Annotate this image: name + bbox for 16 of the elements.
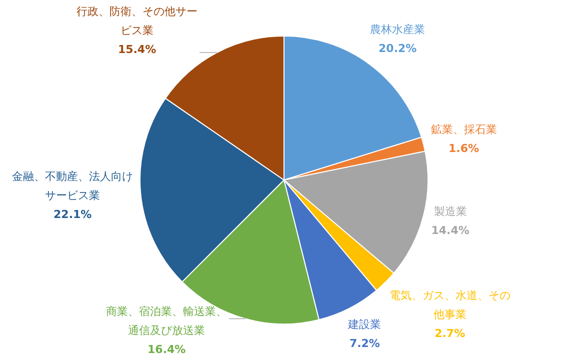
slice-label: 農林水産業 — [370, 22, 426, 38]
data-label: 15.4% — [116, 42, 158, 58]
data-label: 1.6% — [448, 141, 480, 158]
slice-label: 金融、不動産、法人向けサービス業 — [11, 168, 134, 204]
slice-label: 製造業 — [432, 204, 468, 220]
slice-label: 鉱業、採石業 — [430, 122, 497, 138]
data-label: 14.4% — [431, 222, 470, 239]
slice-label: 行政、防衛、その他サービス業 — [76, 4, 199, 39]
data-label: 7.2% — [348, 336, 381, 352]
slice-label: 商業、宿泊業、輸送業、通信及び放送業 — [105, 304, 228, 339]
data-label: 16.4% — [146, 342, 187, 358]
data-label: 22.1% — [52, 206, 93, 223]
slice-label: 電気、ガス、水道、その他事業 — [388, 288, 512, 324]
data-label: 2.7% — [434, 326, 466, 342]
data-label: 20.2% — [378, 40, 418, 57]
slice-label: 建設業 — [348, 316, 382, 333]
